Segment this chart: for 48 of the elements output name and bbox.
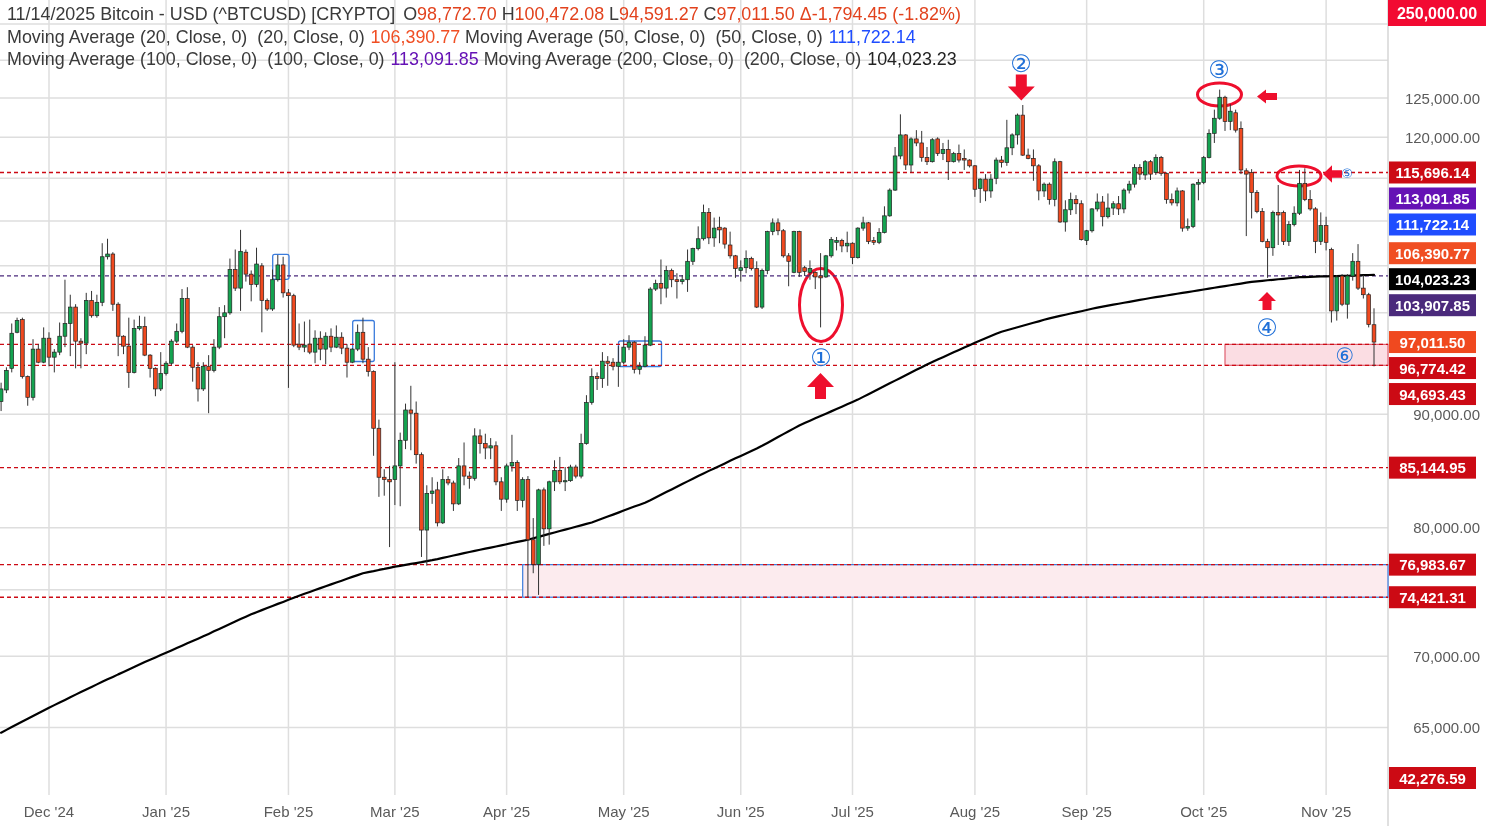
ref-line-label: 96,774.42 — [1399, 359, 1466, 377]
x-tick-label: Mar '25 — [370, 802, 420, 820]
x-tick-label: Apr '25 — [483, 802, 531, 820]
y-tick-label: 125,000.00 — [1404, 89, 1480, 107]
x-tick-label: Jan '25 — [142, 802, 191, 820]
annotation: Moving Average (200, Close, 0) (200, Close, 0) — [483, 49, 862, 69]
text: 97,011.50 — [1399, 333, 1466, 351]
y-tick-label: 80,000.00 — [1413, 519, 1480, 537]
x-tick-label: May '25 — [597, 802, 650, 820]
ref-line-label: 76,983.67 — [1399, 556, 1466, 574]
ref-line-label: 103,907.85 — [1394, 296, 1471, 314]
text: 42,276.59 — [1399, 769, 1466, 787]
x-tick-label: Nov '25 — [1300, 802, 1352, 820]
annotation: 111,722.14 — [828, 27, 916, 47]
annotation: Moving Average (20, Close, 0) (20, Close, 0) — [7, 27, 365, 47]
chart-title: 11/14/2025 Bitcoin - USD (^BTCUSD) [CRYPTO] — [7, 3, 396, 24]
ref-line-label: 74,421.31 — [1399, 588, 1466, 606]
annotation: Moving Average (50, Close, 0) (50, Close, 0) — [465, 27, 823, 47]
ref-line-label: 94,693.43 — [1399, 385, 1466, 403]
annotation: 113,091.85 — [390, 49, 479, 69]
x-tick-label: Jul '25 — [831, 802, 874, 820]
annotation: ⑤ — [1341, 166, 1353, 181]
y-tick-label: 70,000.00 — [1413, 647, 1480, 665]
x-tick-label: Dec '24 — [23, 802, 75, 820]
ref-line-label: 115,696.14 — [1395, 163, 1471, 181]
annotation: 104,023.23 — [867, 49, 957, 69]
text: 111,722.14 — [1395, 215, 1470, 233]
x-tick-label: Jun '25 — [716, 802, 765, 820]
annotation: 106,390.77 — [370, 27, 461, 47]
y-tick-label: 90,000.00 — [1413, 405, 1480, 423]
chart-subtitle: O98,772.70 H100,472.08 L94,591.27 C97,011.50 Δ-1,794.45 (-1.82%) — [403, 3, 961, 24]
annotation: ② — [1010, 50, 1032, 78]
annotation: ① — [810, 344, 832, 372]
text: 104,023.23 — [1394, 270, 1471, 288]
y-tick-label: 120,000.00 — [1404, 128, 1480, 146]
text: 250,000.00 — [1396, 4, 1478, 22]
text: 113,091.85 — [1395, 189, 1470, 207]
ref-line-label: 85,144.95 — [1399, 459, 1466, 477]
annotation: ③ — [1208, 56, 1230, 84]
x-tick-label: Sep '25 — [1061, 802, 1112, 820]
y-tick-label: 65,000.00 — [1413, 719, 1480, 737]
x-tick-label: Aug '25 — [949, 802, 1001, 820]
x-tick-label: Feb '25 — [263, 802, 314, 820]
annotation: Moving Average (100, Close, 0) (100, Close, 0) — [7, 49, 385, 69]
annotation: ④ — [1256, 314, 1278, 342]
annotation: ⑥ — [1335, 344, 1355, 368]
text: 106,390.77 — [1394, 244, 1471, 262]
x-tick-label: Oct '25 — [1180, 802, 1228, 820]
